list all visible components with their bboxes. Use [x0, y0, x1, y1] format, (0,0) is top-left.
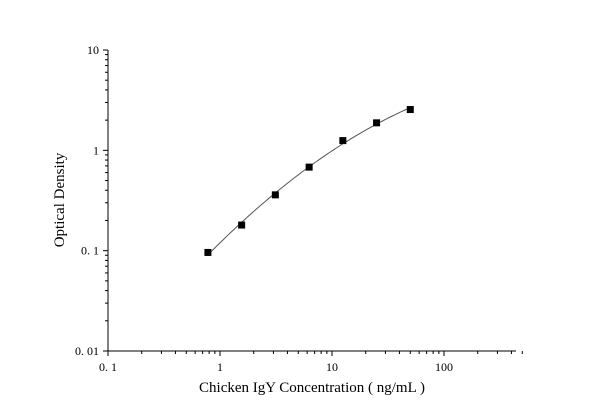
- x-tick-label: 1: [217, 360, 223, 374]
- data-point-marker: [406, 106, 414, 114]
- data-markers: [204, 106, 414, 256]
- y-tick-label: 1: [93, 143, 99, 157]
- y-tick-label: 0. 01: [75, 344, 99, 358]
- y-axis-title: Optical Density: [52, 152, 68, 247]
- axes: [107, 50, 516, 352]
- x-tick-label: 100: [435, 360, 453, 374]
- data-point-marker: [373, 119, 381, 127]
- data-point-marker: [271, 191, 279, 199]
- data-point-marker: [204, 248, 212, 256]
- y-tick-label: 10: [87, 43, 99, 57]
- data-point-marker: [305, 163, 313, 171]
- y-tick-label: 0. 1: [81, 244, 99, 258]
- data-point-marker: [339, 137, 347, 145]
- x-tick-label: 10: [326, 360, 338, 374]
- x-tick-label: 0. 1: [99, 360, 117, 374]
- x-axis-title: Chicken IgY Concentration ( ng/mL ): [199, 380, 425, 396]
- data-point-marker: [238, 221, 246, 229]
- fit-curve: [207, 107, 411, 256]
